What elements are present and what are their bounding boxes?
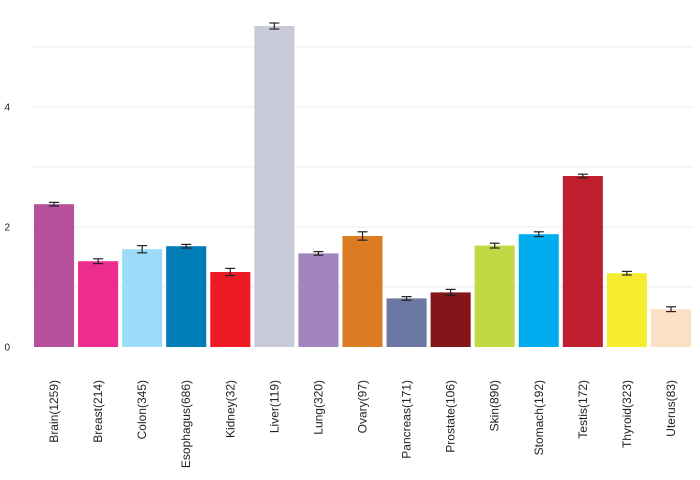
- error-bar: [401, 296, 412, 301]
- bar: [562, 176, 603, 347]
- error-bar: [49, 201, 60, 207]
- error-bar: [445, 288, 456, 296]
- bars: [34, 26, 691, 347]
- bar: [254, 26, 295, 347]
- bar: [342, 236, 383, 347]
- x-tick-label: Stomach(192): [532, 380, 546, 455]
- x-tick-label: Esophagus(686): [179, 380, 193, 468]
- bar: [166, 246, 207, 347]
- bar: [298, 253, 339, 347]
- error-bar: [533, 231, 544, 238]
- error-bar: [621, 270, 632, 276]
- error-bar: [269, 22, 280, 30]
- x-tick-label: Liver(119): [267, 380, 281, 433]
- bar: [122, 249, 163, 347]
- bar: [34, 204, 75, 347]
- bar: [474, 245, 515, 347]
- x-tick-label: Thyroid(323): [620, 380, 634, 448]
- error-bar: [225, 267, 236, 277]
- error-bar: [577, 173, 588, 179]
- error-bar: [137, 245, 148, 254]
- error-bar: [313, 251, 324, 256]
- error-bars: [49, 22, 676, 313]
- x-tick-label: Colon(345): [135, 380, 149, 439]
- error-bar: [665, 306, 676, 313]
- bar: [430, 292, 471, 347]
- bar: [518, 234, 559, 347]
- bar: [78, 261, 119, 347]
- x-tick-label: Kidney(32): [223, 380, 237, 438]
- y-axis: 0 2 4: [4, 103, 10, 354]
- bar: [650, 309, 691, 347]
- x-tick-label: Lung(320): [311, 380, 325, 435]
- error-bar: [181, 243, 192, 249]
- x-axis-labels: Brain(1259) Breast(214) Colon(345) Esophagu…: [47, 380, 678, 468]
- error-bar: [489, 242, 500, 249]
- x-tick-label: Skin(890): [488, 380, 502, 431]
- x-tick-label: Breast(214): [91, 380, 105, 443]
- error-bar: [357, 231, 368, 241]
- y-tick-label: 2: [4, 223, 10, 234]
- x-tick-label: Brain(1259): [47, 380, 61, 443]
- x-tick-label: Pancreas(171): [400, 380, 414, 459]
- y-tick-label: 4: [4, 103, 10, 114]
- bar: [606, 273, 647, 347]
- x-tick-label: Testis(172): [576, 380, 590, 439]
- x-tick-label: Uterus(83): [664, 380, 678, 437]
- bar: [210, 272, 251, 347]
- error-bar: [93, 258, 104, 265]
- x-tick-label: Prostate(106): [444, 380, 458, 453]
- y-tick-label: 0: [4, 343, 10, 354]
- bar: [386, 298, 427, 347]
- x-tick-label: Ovary(97): [356, 380, 370, 433]
